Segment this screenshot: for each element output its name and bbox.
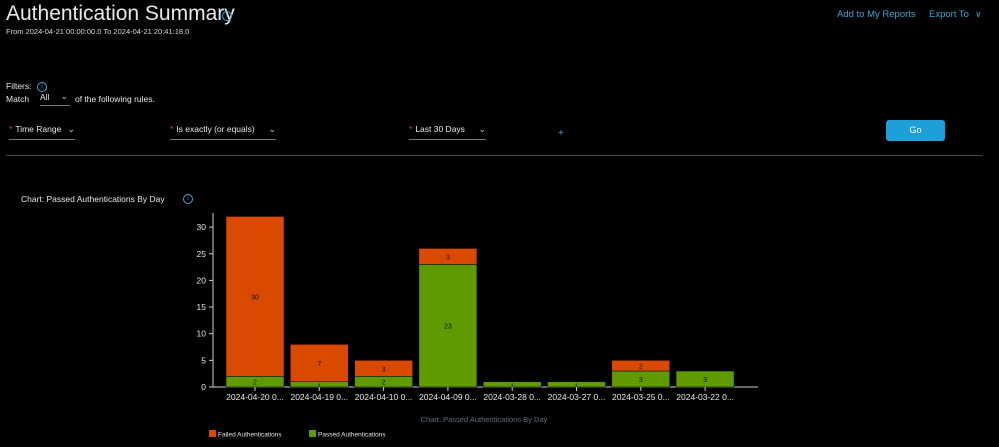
- x-tick-label: 2024-04-19 0...: [290, 392, 348, 402]
- chevron-down-icon: ⌄: [268, 124, 276, 134]
- failed-bar-segment: [290, 344, 349, 382]
- legend-swatch: [309, 430, 316, 437]
- failed-data-label: 30: [251, 294, 259, 301]
- match-select-value: All: [40, 92, 50, 102]
- divider: [6, 155, 983, 156]
- export-to-menu[interactable]: Export To ∨: [929, 9, 982, 20]
- failed-bar-segment: [225, 216, 285, 377]
- passed-data-label: 23: [444, 324, 452, 331]
- legend-label: Failed Authentications: [218, 432, 282, 439]
- chart-info-icon[interactable]: i: [183, 194, 193, 204]
- y-tick-label: 20: [197, 275, 207, 285]
- info-icon[interactable]: i: [222, 11, 232, 21]
- page-title: Authentication Summary: [6, 2, 235, 25]
- chevron-down-icon: ⌄: [67, 124, 75, 134]
- rule-operator-value: Is exactly (or equals): [176, 124, 255, 134]
- failed-bar-segment: [611, 360, 671, 372]
- chevron-down-icon: ∨: [974, 9, 982, 19]
- date-range-text: From 2024-04-21 00:00:00.0 To 2024-04-21…: [6, 27, 190, 36]
- failed-data-label: 7: [317, 361, 321, 368]
- x-tick-label: 2024-03-27 0...: [548, 392, 606, 402]
- y-tick-label: 0: [201, 382, 206, 392]
- y-tick-label: 5: [201, 355, 206, 365]
- chart-heading: Chart: Passed Authentications By Day: [21, 194, 165, 204]
- y-tick-label: 25: [197, 249, 207, 259]
- passed-data-label: 2: [253, 380, 257, 387]
- passed-data-label: 3: [703, 377, 707, 384]
- passed-bar-segment: [418, 264, 478, 388]
- filters-info-icon[interactable]: i: [37, 82, 47, 92]
- y-tick-label: 15: [197, 302, 207, 312]
- x-tick-label: 2024-03-28 0...: [483, 392, 541, 402]
- chevron-down-icon: ⌄: [478, 124, 486, 134]
- add-to-my-reports-link[interactable]: Add to My Reports: [837, 9, 916, 20]
- add-rule-plus-icon[interactable]: +: [558, 128, 564, 139]
- x-tick-label: 2024-04-20 0...: [226, 392, 284, 402]
- filters-label: Filters:: [6, 81, 32, 91]
- export-to-label: Export To: [929, 9, 969, 20]
- rule-operator-select[interactable]: * Is exactly (or equals) ⌄: [170, 124, 276, 140]
- y-tick-label: 30: [197, 222, 207, 232]
- rule-field-select[interactable]: * Time Range ⌄: [9, 124, 75, 140]
- required-asterisk: *: [9, 124, 13, 134]
- failed-data-label: 2: [639, 364, 643, 371]
- x-tick-label: 2024-04-10 0...: [355, 392, 413, 402]
- failed-data-label: 3: [382, 366, 386, 373]
- chevron-down-icon: ⌄: [60, 91, 68, 101]
- match-suffix-label: of the following rules.: [75, 94, 155, 104]
- match-select[interactable]: All ⌄: [40, 91, 70, 106]
- legend-label: Passed Authentications: [318, 432, 386, 439]
- legend-swatch: [209, 430, 216, 437]
- rule-value-value: Last 30 Days: [415, 124, 465, 134]
- match-label: Match: [6, 94, 30, 104]
- failed-data-label: 3: [446, 254, 450, 261]
- failed-bar-segment: [418, 248, 478, 265]
- chart-title-label: Chart: Passed Authentications By Day: [421, 415, 548, 424]
- x-tick-label: 2024-03-25 0...: [612, 392, 670, 402]
- passed-data-label: 2: [382, 380, 386, 387]
- required-asterisk: *: [170, 124, 174, 134]
- x-tick-label: 2024-04-09 0...: [419, 392, 477, 402]
- rule-value-select[interactable]: * Last 30 Days ⌄: [409, 124, 486, 140]
- required-asterisk: *: [409, 124, 413, 134]
- failed-bar-segment: [354, 360, 413, 377]
- y-tick-label: 10: [197, 329, 207, 339]
- go-button[interactable]: Go: [886, 120, 945, 141]
- passed-data-label: 3: [639, 377, 643, 384]
- rule-field-value: Time Range: [15, 124, 62, 134]
- x-tick-label: 2024-03-22 0...: [676, 392, 734, 402]
